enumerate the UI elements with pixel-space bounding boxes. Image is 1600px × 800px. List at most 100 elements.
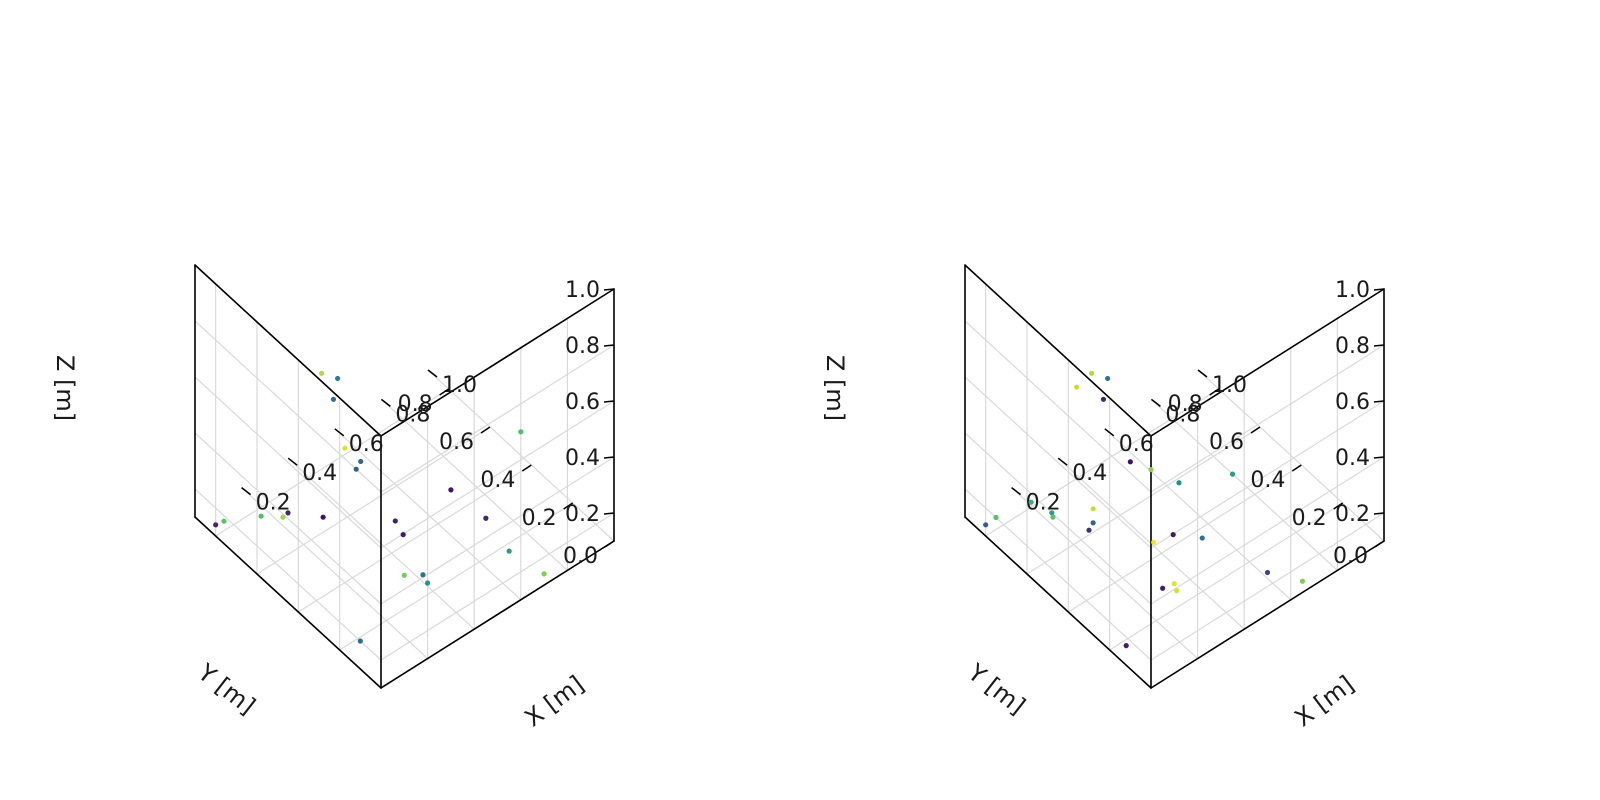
scatter-point [506,548,512,554]
grid-line [380,344,615,493]
z-tick-label: 0.2 [565,502,600,527]
scatter-point [1050,514,1056,520]
y-tick-mark [604,540,615,548]
grid-line [339,502,573,651]
axes-frame [964,264,1385,689]
scatter-point [1264,569,1271,576]
y-tick-label: 0.2 [1292,506,1327,531]
scatter-point [1170,532,1176,538]
scatter-point [401,572,407,578]
z-tick-mark [603,400,615,403]
x-tick-mark [287,457,298,466]
x-tick-mark [334,428,345,437]
scatter-point [320,514,326,520]
y-tick-label: 0.6 [439,430,474,455]
y-tick-mark [1250,426,1261,434]
z-tick-label: 0.4 [1335,446,1370,471]
z-tick-label: 0.6 [1335,390,1370,415]
x-tick-mark [1057,457,1068,466]
scatter-point [258,513,264,519]
scatter-point [1028,499,1034,505]
scatter-point [483,515,489,521]
z-tick-label: 0.4 [565,446,600,471]
scatter-point [541,571,547,577]
scatter-point [1089,370,1095,376]
scatter-point [1090,520,1096,526]
scatter-point [993,514,999,521]
scatter-point [392,518,398,524]
scatter-point [330,396,337,402]
points-layer [213,370,547,644]
x-tick-label: 1.0 [1212,373,1247,398]
y-tick-mark [563,502,574,510]
grid-line [1068,464,1302,613]
x-tick-label: 0.4 [302,461,337,486]
z-tick-label: 0.8 [1335,334,1370,359]
grid-line [1150,400,1385,549]
scatter-point [1174,588,1180,594]
x-tick-mark [241,487,252,496]
z-tick-mark [603,344,615,347]
y-tick-label: 0.6 [1209,430,1244,455]
x-tick-mark [1197,369,1208,378]
z-tick-mark [1373,344,1385,347]
x-tick-label: 0.4 [1072,461,1107,486]
z-tick-label: 1.0 [1335,278,1370,303]
z-axis-title: Z [m] [821,355,849,421]
grid-line [985,388,1219,537]
grid-line [194,376,382,549]
y-tick-mark [1374,540,1385,548]
frame-edge [1150,288,1385,437]
grid-line [256,426,491,575]
grid-line [964,320,1152,493]
scatter-point [518,429,524,435]
scatter-point [983,522,989,528]
grid-line [1011,487,1199,660]
scatter-point [285,510,291,516]
z-tick-mark [1373,400,1385,403]
x-tick-mark [1104,428,1115,437]
x-tick-mark [380,398,391,407]
z-tick-label: 0.2 [1335,502,1370,527]
y-tick-mark [439,388,450,396]
y-tick-label: 0.0 [563,544,598,569]
scatter-point [1148,467,1154,473]
frame-edge [964,264,1152,437]
frame-edge [964,516,1152,689]
scatter-point [425,580,431,586]
scatter-point [335,375,341,382]
scatter-point [358,458,364,465]
grid-line [1109,502,1343,651]
scatter-point [1123,643,1129,649]
scatter-point [353,466,359,472]
z-tick-label: 1.0 [565,278,600,303]
grid-line [380,512,615,661]
y-tick-mark [1291,464,1302,472]
grid-line [380,456,615,605]
frame-edge [380,540,615,689]
scatter-point [1151,539,1157,545]
tick-layer: 0.20.40.60.81.00.00.20.40.60.80.20.40.60… [241,278,615,569]
scatter-point [1199,535,1205,541]
y-tick-mark [1333,502,1344,510]
grid-line [194,432,382,605]
grid-line [241,487,429,660]
x-tick-label: 0.6 [349,432,384,457]
scatter-point [221,518,227,524]
y-tick-mark [480,426,491,434]
z-tick-mark [1373,456,1385,459]
scatter-point [1299,578,1306,584]
x-tick-label: 0.8 [395,402,430,427]
grid-line [964,376,1152,549]
x-tick-mark [1150,398,1161,407]
tick-layer: 0.20.40.60.81.00.00.20.40.60.80.20.40.60… [1011,278,1385,569]
x-tick-label: 1.0 [442,373,477,398]
x-tick-label: 0.6 [1119,432,1154,457]
scatter-point [1105,375,1111,382]
scatter-point [1100,396,1107,402]
scatter-point [1049,510,1055,516]
grid-line [194,488,382,661]
z-tick-label: 0.6 [565,390,600,415]
grid-line [1026,426,1261,575]
